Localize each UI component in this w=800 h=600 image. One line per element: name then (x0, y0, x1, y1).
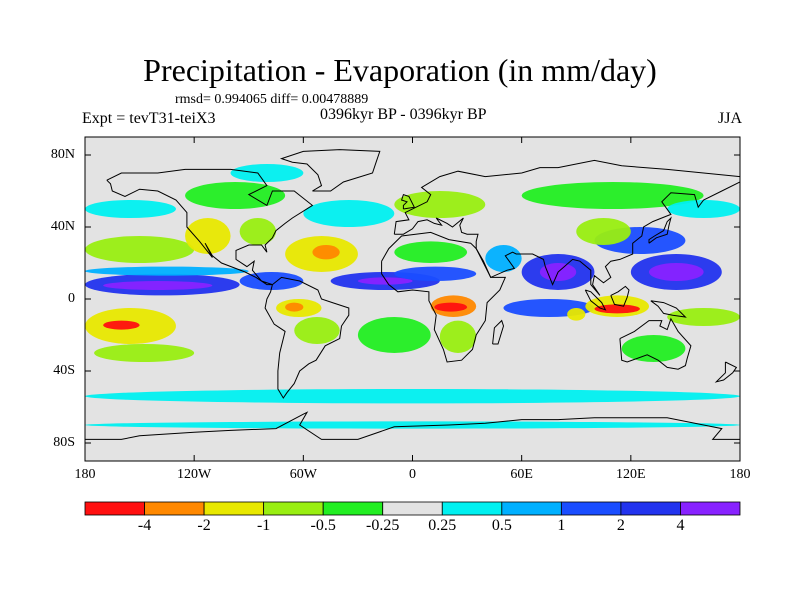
anomaly-region-antarctica-coast (85, 421, 740, 429)
lon-label-1: 120W (177, 467, 212, 482)
anomaly-region-china (576, 218, 631, 245)
lat-label-0: 0 (68, 291, 75, 306)
anomaly-region-north-pacific-wet (85, 200, 176, 218)
coastline-madagascar (492, 319, 505, 345)
colorbar-label-6: 0.5 (491, 517, 512, 534)
lat-label-80N: 80N (50, 147, 75, 162)
lat-label-40N: 40N (50, 219, 75, 234)
anomaly-region-australia (621, 335, 686, 362)
coastlines (85, 149, 740, 440)
anomaly-region-canada (185, 182, 286, 209)
experiment-label: Expt = tevT31-teiX3 (82, 110, 216, 127)
precip-evap-field (85, 164, 740, 429)
anomaly-region-south-pacific-dry-core (103, 320, 140, 330)
colorbar-label-2: -1 (256, 517, 271, 534)
colorbar-swatch-4 (322, 501, 384, 516)
season-label: JJA (717, 110, 742, 127)
colorbar-label-3: -0.5 (310, 517, 336, 534)
anomaly-region-west-usa (185, 218, 231, 254)
colorbar-swatch-3 (263, 501, 324, 516)
anomaly-region-south-africa (439, 320, 477, 353)
anomaly-region-north-pacific-itcz-core (103, 281, 213, 290)
anomaly-region-west-pacific-dry (667, 308, 740, 326)
anomaly-region-north-atlantic-subtrop-core (312, 245, 340, 260)
coastline-new-guinea (650, 300, 687, 318)
anomaly-region-europe (394, 191, 486, 218)
anomaly-region-east-usa (239, 218, 277, 245)
anomaly-region-north-pacific-subpolar (667, 200, 740, 218)
anomaly-region-siberia (521, 182, 704, 209)
colorbar-swatch-6 (441, 501, 503, 516)
coastline-japan (648, 216, 672, 244)
colorbar-label-0: -4 (137, 517, 152, 534)
colorbar-label-5: 0.25 (428, 517, 457, 534)
colorbar-label-8: 2 (616, 517, 625, 534)
figure-title: Precipitation - Evaporation (in mm/day) (143, 52, 657, 88)
lon-label-6: 180 (729, 467, 751, 482)
colorbar-label-4: -0.25 (366, 517, 400, 534)
coastline-uk (400, 193, 416, 210)
colorbar-swatch-7 (501, 501, 562, 516)
lat-label-80S: 80S (53, 435, 75, 450)
stats-line: rmsd= 0.994065 diff= 0.00478889 (175, 92, 369, 107)
lon-label-4: 60E (510, 467, 533, 482)
anomaly-region-bay-dry (567, 308, 586, 321)
anomaly-region-sahara (394, 241, 468, 263)
anomaly-region-north-pacific-itcz-edge (85, 266, 249, 276)
anomaly-region-atlantic-itcz-core (357, 277, 413, 285)
coastline-eurasia (393, 159, 740, 296)
coastline-antarctica (85, 411, 740, 440)
anomaly-region-amazon-core (285, 302, 304, 312)
colorbar-swatch-0 (84, 501, 145, 516)
anomaly-region-south-america (294, 317, 340, 344)
anomaly-region-west-pacific-core (649, 263, 704, 281)
colorbar-swatch-1 (144, 501, 205, 516)
coastline-south-america (264, 276, 350, 399)
colorbar-swatch-10 (680, 501, 741, 516)
coastline-greenland (279, 149, 381, 192)
anomaly-region-southern-ocean (85, 389, 740, 404)
coastline-new-zealand (714, 361, 738, 383)
lon-label-5: 120E (616, 467, 646, 482)
colorbar-label-1: -2 (197, 517, 211, 534)
colorbar-label-7: 1 (557, 517, 566, 534)
lon-label-0: 180 (74, 467, 96, 482)
anomaly-region-south-atlantic (357, 317, 431, 353)
anomaly-region-arctic-canada (230, 164, 304, 182)
coastline-north-america (106, 168, 314, 286)
colorbar-swatch-2 (203, 501, 265, 516)
anomaly-region-congo-core (434, 302, 468, 312)
colorbar (84, 501, 741, 516)
coastline-africa (381, 231, 507, 363)
period-label: 0396kyr BP - 0396kyr BP (320, 106, 487, 123)
axis-ticks (84, 137, 741, 461)
anomaly-region-sahel (394, 266, 477, 281)
anomaly-region-north-pacific-subtrop (85, 236, 195, 263)
anomaly-region-central-america (239, 272, 304, 290)
colorbar-swatch-8 (560, 501, 622, 516)
coastline-borneo (610, 285, 630, 307)
coastline-australia (619, 317, 692, 370)
lat-label-40S: 40S (53, 363, 75, 378)
colorbar-swatch-9 (620, 501, 681, 516)
colorbar-label-9: 4 (676, 517, 685, 534)
colorbar-swatch-5 (382, 501, 443, 516)
lon-label-2: 60W (289, 467, 317, 482)
coastline-sumatra (584, 289, 607, 311)
lon-label-3: 0 (409, 467, 416, 482)
anomaly-region-north-atlantic-wet (303, 200, 395, 227)
anomaly-region-arabia (485, 245, 522, 272)
anomaly-region-south-pacific-edge (94, 344, 195, 362)
anomaly-region-maritime-core (594, 304, 640, 314)
